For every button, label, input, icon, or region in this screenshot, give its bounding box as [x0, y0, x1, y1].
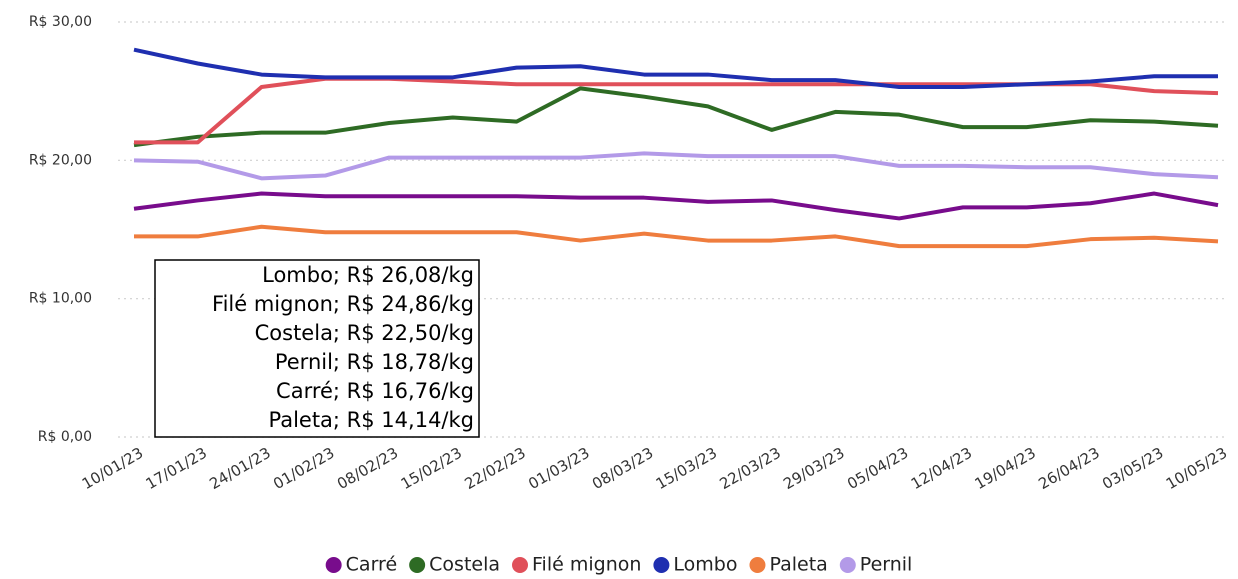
x-tick-label: 08/03/23	[589, 444, 656, 493]
x-tick-label: 05/04/23	[844, 444, 911, 493]
series-line	[133, 47, 1218, 90]
legend-marker	[325, 557, 342, 573]
x-tick-label: 19/04/23	[972, 444, 1039, 493]
x-tick-label: 22/03/23	[717, 444, 784, 493]
legend-label: Filé mignon	[532, 554, 641, 576]
legend-marker	[839, 557, 856, 573]
annotation: Filé mignon; R$ 24,86/kg	[212, 292, 474, 316]
legend-label: Paleta	[769, 554, 827, 576]
annotation: Carré; R$ 16,76/kg	[276, 379, 474, 403]
x-tick-label: 12/04/23	[908, 444, 975, 493]
x-tick-label: 01/02/23	[270, 444, 337, 493]
y-tick-label: R$ 0,00	[38, 429, 92, 445]
x-tick-label: 15/03/23	[653, 444, 720, 493]
series-line	[133, 191, 1219, 221]
legend-label: Lombo	[673, 554, 737, 576]
annotation: Paleta; R$ 14,14/kg	[268, 408, 474, 432]
legend-label: Carré	[346, 554, 397, 576]
x-tick-label: 24/01/23	[206, 444, 273, 493]
x-tick-label: 10/05/23	[1163, 444, 1230, 493]
series-line	[133, 86, 1219, 148]
y-tick-label: R$ 10,00	[29, 291, 92, 307]
x-tick-label: 03/05/23	[1099, 444, 1166, 493]
series-line	[133, 151, 1219, 181]
legend-marker	[512, 557, 529, 573]
x-tick-label: 29/03/23	[780, 444, 847, 493]
series-line	[134, 224, 1219, 249]
legend-label: Costela	[429, 554, 500, 576]
x-tick-label: 01/03/23	[525, 444, 592, 493]
y-tick-label: R$ 30,00	[29, 14, 92, 30]
x-tick-label: 10/01/23	[79, 444, 146, 493]
legend: Carré Costela Filé mignon Lombo Paleta Pernil	[325, 554, 913, 576]
legend-marker	[749, 557, 766, 573]
y-tick-label: R$ 20,00	[29, 152, 92, 168]
x-tick-label: 26/04/23	[1035, 444, 1102, 493]
legend-marker	[409, 557, 426, 573]
x-tick-label: 17/01/23	[143, 444, 210, 493]
legend-label: Pernil	[860, 554, 913, 576]
annotation: Costela; R$ 22,50/kg	[255, 321, 474, 345]
x-tick-label: 22/02/23	[461, 444, 528, 493]
x-tick-label: 08/02/23	[334, 444, 401, 493]
annotation: Lombo; R$ 26,08/kg	[262, 263, 474, 287]
legend-marker	[653, 557, 670, 573]
annotation-box	[154, 259, 480, 438]
annotation: Pernil; R$ 18,78/kg	[275, 350, 474, 374]
x-tick-label: 15/02/23	[398, 444, 465, 493]
